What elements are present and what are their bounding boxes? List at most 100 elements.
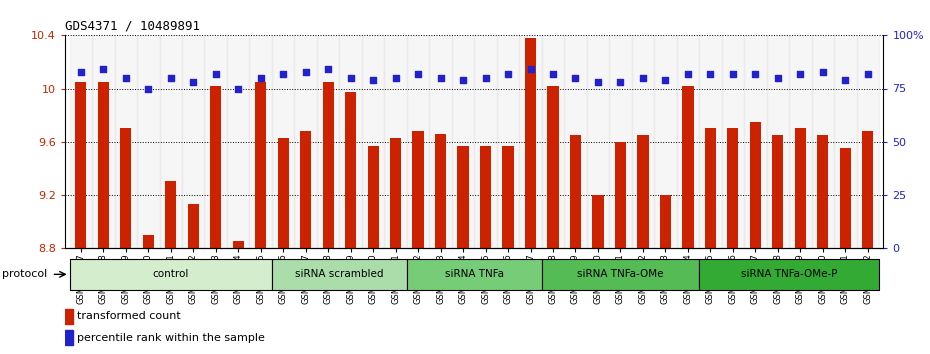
Bar (766, 35, 789, 248)
Bar (502, 145, 513, 248)
Bar (519, 35, 542, 248)
Bar (659, 195, 671, 248)
Point (838, 77, 853, 83)
FancyBboxPatch shape (542, 259, 699, 290)
Bar (205, 35, 227, 248)
Bar (98, 82, 109, 248)
Point (770, 75, 785, 81)
Point (500, 71, 515, 76)
Bar (705, 129, 716, 248)
Bar (772, 135, 783, 248)
Bar (722, 35, 744, 248)
Bar (277, 138, 289, 248)
FancyBboxPatch shape (699, 259, 879, 290)
Bar (362, 35, 384, 248)
Point (635, 75, 650, 81)
Bar (565, 35, 587, 248)
Point (433, 75, 448, 81)
Bar (430, 35, 452, 248)
Point (343, 75, 358, 81)
Bar (65, 309, 73, 324)
Point (478, 75, 493, 81)
Point (365, 77, 380, 83)
Text: siRNA TNFa-OMe-P: siRNA TNFa-OMe-P (741, 269, 837, 279)
Bar (615, 142, 626, 248)
Bar (295, 35, 317, 248)
Point (860, 71, 875, 76)
Point (321, 67, 336, 72)
Bar (182, 35, 205, 248)
Bar (789, 35, 812, 248)
Bar (70, 35, 92, 248)
Bar (637, 135, 648, 248)
Text: siRNA TNFa: siRNA TNFa (445, 269, 504, 279)
Bar (840, 148, 851, 248)
Bar (137, 35, 160, 248)
Bar (525, 38, 536, 248)
Point (658, 77, 672, 83)
Point (523, 67, 538, 72)
Bar (114, 35, 137, 248)
Bar (480, 145, 491, 248)
Bar (317, 35, 339, 248)
Bar (65, 330, 73, 345)
Point (568, 75, 583, 81)
FancyBboxPatch shape (406, 259, 542, 290)
Text: siRNA scrambled: siRNA scrambled (295, 269, 384, 279)
Point (411, 71, 426, 76)
Point (703, 71, 718, 76)
Bar (812, 35, 834, 248)
Bar (744, 35, 766, 248)
Bar (272, 35, 295, 248)
Bar (255, 82, 266, 248)
Bar (727, 129, 738, 248)
Point (96, 67, 111, 72)
Bar (452, 35, 474, 248)
Bar (323, 82, 334, 248)
Text: GDS4371 / 10489891: GDS4371 / 10489891 (65, 20, 200, 33)
Bar (300, 131, 312, 248)
Bar (120, 129, 131, 248)
Bar (631, 35, 654, 248)
Text: siRNA TNFa-OMe: siRNA TNFa-OMe (578, 269, 664, 279)
Bar (474, 35, 497, 248)
Bar (862, 131, 873, 248)
FancyBboxPatch shape (70, 259, 272, 290)
Bar (249, 35, 272, 248)
Point (613, 79, 628, 85)
Bar (384, 35, 406, 248)
Bar (339, 35, 362, 248)
FancyBboxPatch shape (272, 259, 406, 290)
Bar (834, 35, 857, 248)
Bar (232, 241, 244, 248)
Point (276, 71, 291, 76)
Bar (542, 35, 565, 248)
Bar (587, 35, 609, 248)
Bar (497, 35, 519, 248)
Bar (458, 145, 469, 248)
Bar (795, 129, 806, 248)
Point (253, 75, 268, 81)
Point (73, 69, 88, 74)
Bar (857, 35, 879, 248)
Point (164, 75, 179, 81)
Bar (166, 182, 177, 248)
Bar (609, 35, 631, 248)
Point (388, 75, 403, 81)
Bar (592, 195, 604, 248)
Point (793, 71, 808, 76)
Point (299, 69, 313, 74)
Bar (345, 92, 356, 248)
Point (456, 77, 471, 83)
Bar (367, 145, 379, 248)
Bar (75, 82, 86, 248)
Point (546, 71, 561, 76)
Bar (654, 35, 677, 248)
Bar (160, 35, 182, 248)
Point (231, 86, 246, 91)
Bar (142, 235, 153, 248)
Point (186, 79, 201, 85)
Point (725, 71, 740, 76)
Bar (413, 131, 424, 248)
Text: control: control (153, 269, 189, 279)
